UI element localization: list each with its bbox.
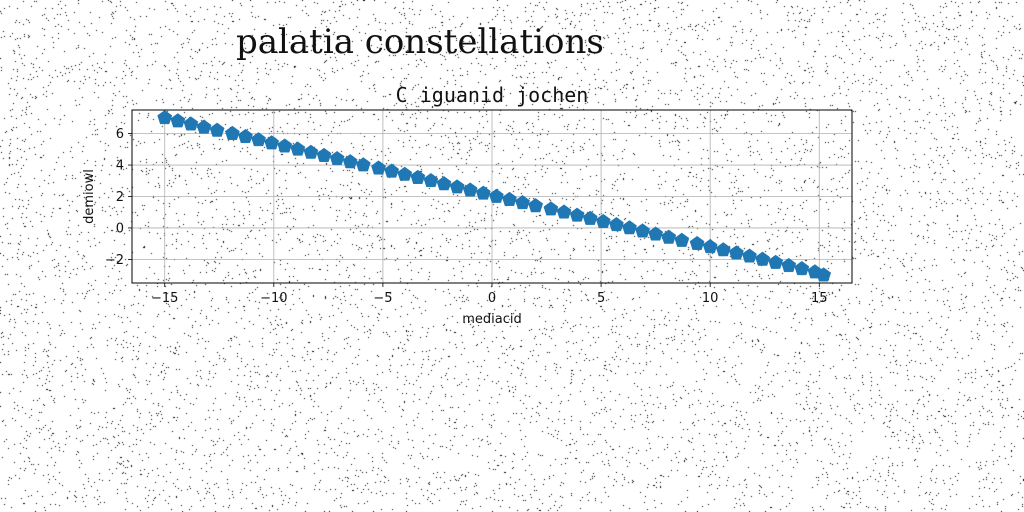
data-point [264,135,280,150]
y-tick-label: 2 [116,190,124,205]
data-point [183,116,199,131]
data-point [742,248,757,263]
y-tick-label: 6 [116,127,124,142]
data-point [648,226,664,241]
data-point [277,138,293,153]
data-point [157,110,173,125]
data-point [794,260,810,276]
data-point [410,169,426,184]
data-point [462,182,478,197]
y-tick-label: 4 [116,159,124,174]
x-tick-label: −15 [151,291,178,306]
data-point [303,144,319,159]
data-point [781,257,797,273]
y-axis-label: demiowl [82,169,97,224]
chart-title: C iguanid jochen [396,83,589,107]
data-point [674,232,690,247]
data-point [238,128,253,144]
x-tick-label: 0 [488,291,496,306]
data-point [170,113,186,128]
y-tick-label: −2 [105,253,124,268]
data-point [608,216,624,232]
data-point [196,119,212,134]
data-point [224,125,240,140]
data-point [582,210,598,225]
data-point [290,141,306,156]
data-point [502,191,517,206]
data-point [569,207,585,222]
data-point [635,223,650,238]
data-point [449,179,465,194]
x-tick-label: 10 [702,291,719,306]
data-point [397,166,413,181]
data-point [689,235,705,250]
data-point [371,160,386,175]
data-point [595,213,611,228]
axis-ticks: −15 −10 −5 0 5 10 15 −2 0 2 4 6 [105,127,828,306]
data-point [816,267,832,282]
data-points [157,110,832,282]
data-point [329,150,345,166]
data-point [209,122,225,137]
x-tick-label: 15 [811,291,828,306]
x-tick-label: −10 [260,291,287,306]
x-tick-label: 5 [597,291,605,306]
data-point [528,198,544,213]
x-tick-label: −5 [373,291,392,306]
data-point [556,204,572,219]
data-point [768,254,784,269]
y-tick-label: 0 [116,221,124,236]
data-point [488,188,504,203]
data-point [251,132,266,147]
data-point [515,194,530,210]
data-point [728,245,744,260]
data-point [702,238,718,254]
data-point [715,242,731,257]
data-point [342,154,358,169]
data-point [423,172,439,188]
data-point [622,220,637,235]
data-point [475,185,491,200]
data-point [543,201,559,216]
data-point [436,176,452,191]
data-point [755,251,770,266]
data-point [661,229,677,244]
x-axis-label: mediacid [462,312,522,327]
data-point [355,157,371,172]
data-point [384,163,400,178]
page-title: palatia constellations [236,22,604,62]
data-point [316,147,332,162]
